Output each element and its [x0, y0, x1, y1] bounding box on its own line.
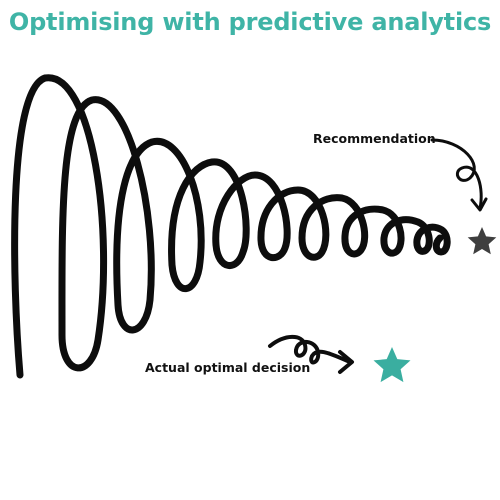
page-title: Optimising with predictive analytics	[8, 8, 492, 36]
recommendation-arrow	[430, 138, 483, 210]
spiral-path	[11, 74, 451, 379]
recommendation-label: Recommendation	[313, 131, 436, 146]
actual-optimal-decision-label: Actual optimal decision	[145, 360, 311, 375]
recommendation-arrow-head	[470, 197, 488, 212]
star-icon	[467, 227, 497, 255]
optimal-arrow	[268, 334, 352, 365]
optimal-arrow-head	[338, 350, 354, 374]
star-icon	[373, 347, 411, 383]
